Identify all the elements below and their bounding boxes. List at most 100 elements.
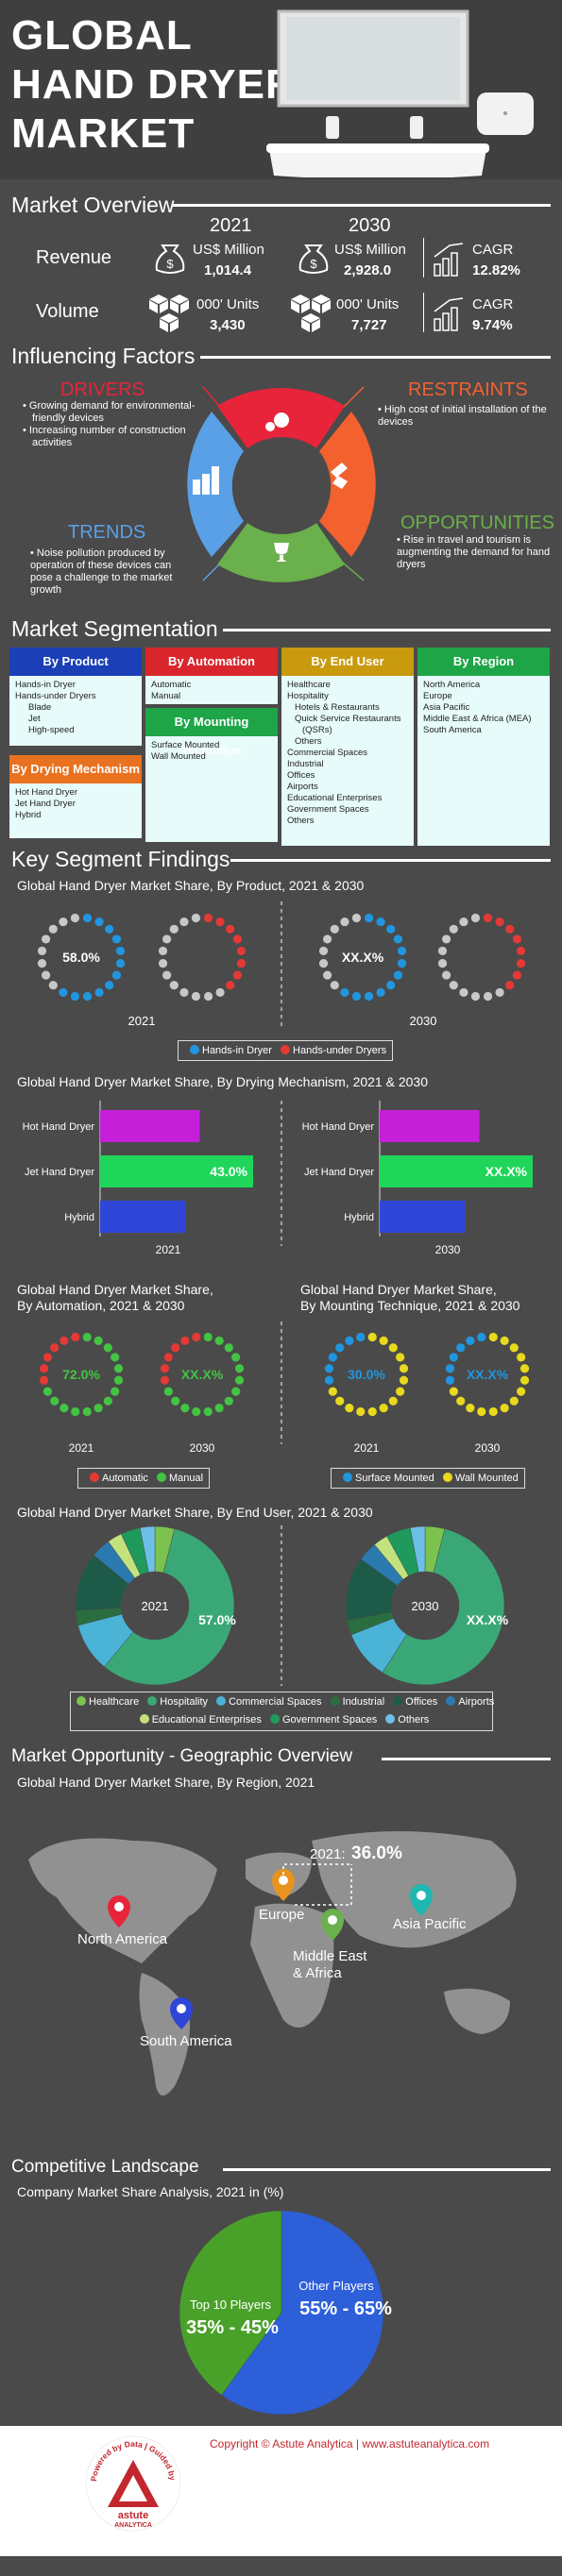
mounting-2030-dot bbox=[449, 1353, 458, 1362]
automation-2021-dot bbox=[39, 1375, 49, 1385]
drying-category-label: Hybrid bbox=[344, 1212, 374, 1223]
segment-item: Healthcare bbox=[287, 680, 331, 690]
mounting-2030-dot bbox=[466, 1336, 475, 1345]
segment-header: By Mounting Technique bbox=[145, 708, 278, 757]
product-2030-b-dot bbox=[437, 958, 448, 968]
mounting-title-line: Global Hand Dryer Market Share, bbox=[300, 1282, 497, 1297]
volume-unit-2021: 000' Units bbox=[196, 296, 260, 312]
enduser-value-label: XX.X% bbox=[467, 1612, 509, 1627]
mounting-2021-dot bbox=[324, 1375, 334, 1385]
segment-subitem: High-speed bbox=[28, 725, 75, 735]
year-2030-label: 2030 bbox=[349, 215, 391, 236]
section-divider bbox=[223, 629, 551, 631]
enduser-legend: Healthcare Hospitality Commercial Spaces… bbox=[70, 1692, 495, 1731]
africa-shape bbox=[250, 1903, 334, 2028]
mounting-2021-dot bbox=[388, 1343, 398, 1353]
mounting-2021-dot bbox=[345, 1336, 354, 1345]
automation-2030-dot bbox=[160, 1364, 170, 1373]
automation-2021-dot bbox=[94, 1404, 103, 1413]
mounting-2030-value-label: XX.X% bbox=[467, 1367, 509, 1382]
automation-2030-dot bbox=[234, 1364, 245, 1373]
legend-label: Others bbox=[398, 1714, 430, 1726]
product-2021-b-dot bbox=[226, 981, 235, 990]
automation-2030-dot bbox=[180, 1336, 190, 1345]
legend-label: Hospitality bbox=[160, 1696, 209, 1708]
section-title-findings: Key Segment Findings bbox=[11, 847, 230, 871]
legend-label: Hands-under Dryers bbox=[293, 1045, 387, 1056]
segment-item: Airports bbox=[287, 782, 318, 792]
automation-2030-dot bbox=[171, 1343, 180, 1353]
competitive-series-label: Other Players bbox=[298, 2279, 374, 2293]
segment-by-product: By Product Hands-in Dryer Hands-under Dr… bbox=[9, 648, 142, 838]
region-label-asia-pacific: Asia Pacific bbox=[393, 1916, 467, 1932]
mounting-2021-dot bbox=[367, 1332, 377, 1342]
automation-2030-dot bbox=[231, 1353, 241, 1362]
mounting-title-line: By Mounting Technique, 2021 & 2030 bbox=[300, 1298, 520, 1313]
product-2021-a-dot bbox=[37, 946, 47, 956]
enduser-chart-title: Global Hand Dryer Market Share, By End U… bbox=[17, 1505, 373, 1520]
product-2030-b-dot bbox=[449, 981, 458, 990]
mounting-legend: Surface Mounted Wall Mounted bbox=[331, 1468, 525, 1489]
section-title-competitive: Competitive Landscape bbox=[11, 2157, 199, 2177]
competitive-pie: Other Players 55% - 65% Top 10 Players 35% … bbox=[179, 2210, 392, 2416]
mounting-2030-dot bbox=[449, 1387, 458, 1396]
drying-category-label: Jet Hand Dryer bbox=[304, 1167, 374, 1178]
segment-item: Surface Mounted bbox=[151, 740, 220, 750]
segment-body: Healthcare Hospitality Hotels & Restaura… bbox=[281, 676, 414, 846]
segment-header: By End User bbox=[281, 648, 414, 676]
section-divider bbox=[172, 204, 551, 207]
automation-2030-dot bbox=[163, 1387, 173, 1396]
product-2030-b-dot bbox=[459, 917, 468, 927]
legend-swatch bbox=[281, 1045, 291, 1054]
europe-callout-box bbox=[295, 1864, 352, 1906]
legend-label: Healthcare bbox=[89, 1696, 140, 1708]
competitive-chart-title: Company Market Share Analysis, 2021 in (… bbox=[17, 2184, 284, 2199]
marker-dot bbox=[328, 1915, 337, 1925]
segment-body: North America Europe Asia Pacific Middle… bbox=[417, 676, 550, 846]
product-2030-b-dot bbox=[512, 970, 522, 980]
product-2030-b-dot bbox=[483, 991, 493, 1002]
product-2021-b-dot bbox=[162, 934, 172, 944]
automation-title-line: By Automation, 2021 & 2030 bbox=[17, 1298, 185, 1313]
product-2021-b-dot bbox=[236, 946, 247, 956]
region-label-mea-2: & Africa bbox=[293, 1965, 342, 1981]
product-2021-a-dot bbox=[105, 924, 114, 934]
legend-label: Airports bbox=[458, 1696, 495, 1708]
product-2030-a-dot bbox=[397, 946, 407, 956]
segment-item: Educational Enterprises bbox=[287, 793, 383, 803]
automation-2030-dot bbox=[203, 1332, 213, 1342]
competitive-slice bbox=[221, 2210, 384, 2416]
cagr-divider bbox=[423, 238, 424, 278]
product-2021-a-dot bbox=[70, 913, 80, 923]
automation-2030-dot bbox=[224, 1396, 233, 1406]
segment-item: North America bbox=[423, 680, 481, 690]
drying-bar bbox=[100, 1155, 253, 1187]
automation-2030-dot bbox=[180, 1404, 190, 1413]
product-2021-a-dot bbox=[94, 917, 104, 927]
product-2030-a-dot bbox=[322, 970, 332, 980]
mounting-2030-dot bbox=[519, 1375, 530, 1385]
year-label: 2030 bbox=[190, 1441, 215, 1455]
product-2021-a-dot bbox=[115, 958, 126, 968]
product-2030-a-dot bbox=[393, 934, 403, 944]
product-2030-a-dot bbox=[340, 987, 349, 998]
segment-item: Hands-in Dryer bbox=[15, 680, 76, 690]
segment-subitem: Others bbox=[295, 736, 322, 747]
legend-swatch bbox=[90, 1473, 99, 1482]
volume-2030-value: 7,727 bbox=[351, 317, 387, 333]
section-title-geo: Market Opportunity - Geographic Overview bbox=[11, 1746, 353, 1766]
boxes-icon bbox=[149, 295, 189, 332]
volume-cagr-label: CAGR bbox=[472, 296, 514, 312]
segment-body: Hands-in Dryer Hands-under Dryers Blade … bbox=[9, 676, 142, 746]
legend-label: Wall Mounted bbox=[454, 1473, 519, 1484]
year-label: 2021 bbox=[354, 1441, 380, 1455]
segment-subitem: Quick Service Restaurants bbox=[295, 714, 401, 724]
legend-label: Industrial bbox=[342, 1696, 385, 1708]
drying-category-label: Hot Hand Dryer bbox=[23, 1121, 95, 1133]
legend-swatch bbox=[156, 1473, 166, 1482]
mounting-2021-dot bbox=[379, 1336, 388, 1345]
product-2030-a-dot bbox=[393, 970, 403, 980]
competitive-value-label: 35% - 45% bbox=[186, 2317, 279, 2338]
product-2030-a-dot bbox=[386, 924, 396, 934]
product-2030-a-dot bbox=[351, 991, 362, 1002]
